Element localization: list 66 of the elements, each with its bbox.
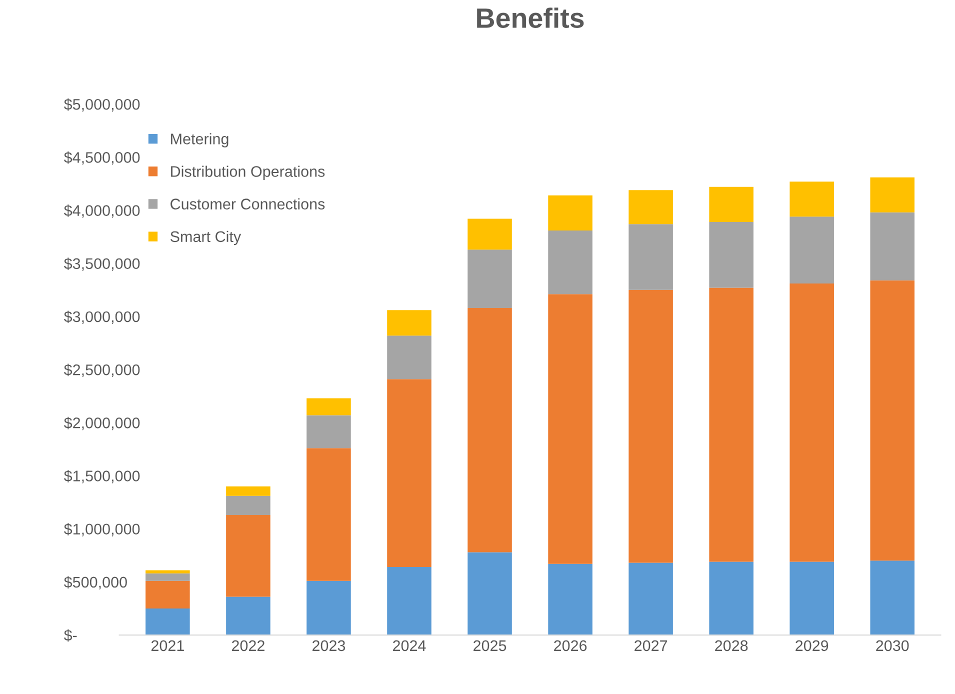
x-tick-label: 2021 bbox=[151, 640, 184, 652]
x-tick-label: 2027 bbox=[634, 640, 668, 652]
bar bbox=[709, 222, 754, 288]
bar bbox=[146, 608, 190, 636]
y-tick-label: $1,500,000 bbox=[64, 470, 140, 484]
y-tick-label: $3,500,000 bbox=[64, 258, 140, 271]
bar bbox=[226, 596, 270, 636]
bar bbox=[709, 288, 754, 562]
bar bbox=[548, 230, 592, 294]
bar bbox=[146, 580, 190, 608]
bar bbox=[790, 216, 834, 284]
bar bbox=[226, 496, 270, 516]
y-tick-label: $2,000,000 bbox=[64, 416, 140, 430]
bar bbox=[387, 336, 432, 380]
y-tick-label: $2,500,000 bbox=[64, 364, 140, 378]
y-tick-label: $500,000 bbox=[64, 576, 127, 590]
bar bbox=[226, 486, 270, 496]
bar bbox=[468, 250, 512, 308]
bar bbox=[870, 177, 915, 212]
y-tick-label: $4,000,000 bbox=[64, 204, 140, 218]
bar bbox=[468, 308, 512, 552]
bar bbox=[387, 567, 432, 636]
bar bbox=[306, 415, 351, 448]
bar bbox=[790, 562, 834, 636]
bar bbox=[790, 284, 834, 562]
bar bbox=[870, 280, 915, 561]
bar bbox=[548, 294, 592, 564]
legend-label: Distribution Operations bbox=[171, 166, 325, 180]
bar bbox=[146, 570, 190, 574]
x-tick-label: 2024 bbox=[393, 640, 426, 652]
legend-label: Customer Connections bbox=[170, 198, 325, 210]
bar bbox=[468, 218, 512, 250]
bar bbox=[870, 212, 915, 280]
bar bbox=[628, 190, 673, 224]
x-tick-label: 2029 bbox=[796, 640, 828, 652]
bar bbox=[548, 195, 592, 230]
x-tick-label: 2026 bbox=[554, 640, 587, 652]
x-tick-label: 2028 bbox=[715, 640, 748, 652]
bar bbox=[306, 398, 351, 416]
legend-label: Smart City bbox=[170, 230, 242, 246]
bar bbox=[628, 290, 673, 563]
x-tick-label: 2025 bbox=[474, 640, 506, 652]
legend-label: Metering bbox=[171, 133, 228, 148]
y-tick-label: $5,000,000 bbox=[64, 98, 140, 112]
chart-title: Benefits bbox=[477, 8, 584, 28]
bar bbox=[628, 562, 673, 636]
bar bbox=[306, 580, 351, 636]
y-tick-label: $- bbox=[64, 629, 77, 642]
bar bbox=[548, 564, 592, 636]
bar bbox=[790, 182, 834, 217]
x-tick-label: 2022 bbox=[232, 640, 264, 652]
bar bbox=[306, 448, 351, 581]
bar bbox=[709, 562, 754, 636]
bar bbox=[468, 552, 512, 636]
y-tick-label: $1,000,000 bbox=[64, 523, 140, 536]
bar bbox=[709, 186, 754, 222]
y-tick-label: $3,000,000 bbox=[64, 310, 140, 324]
bar bbox=[387, 379, 432, 568]
bar bbox=[628, 224, 673, 290]
bar bbox=[226, 515, 270, 597]
y-tick-label: $4,500,000 bbox=[64, 151, 140, 165]
x-tick-label: 2030 bbox=[876, 640, 909, 652]
bar bbox=[387, 310, 432, 336]
bar bbox=[146, 573, 190, 581]
x-tick-label: 2023 bbox=[312, 640, 346, 652]
bar bbox=[870, 560, 915, 636]
